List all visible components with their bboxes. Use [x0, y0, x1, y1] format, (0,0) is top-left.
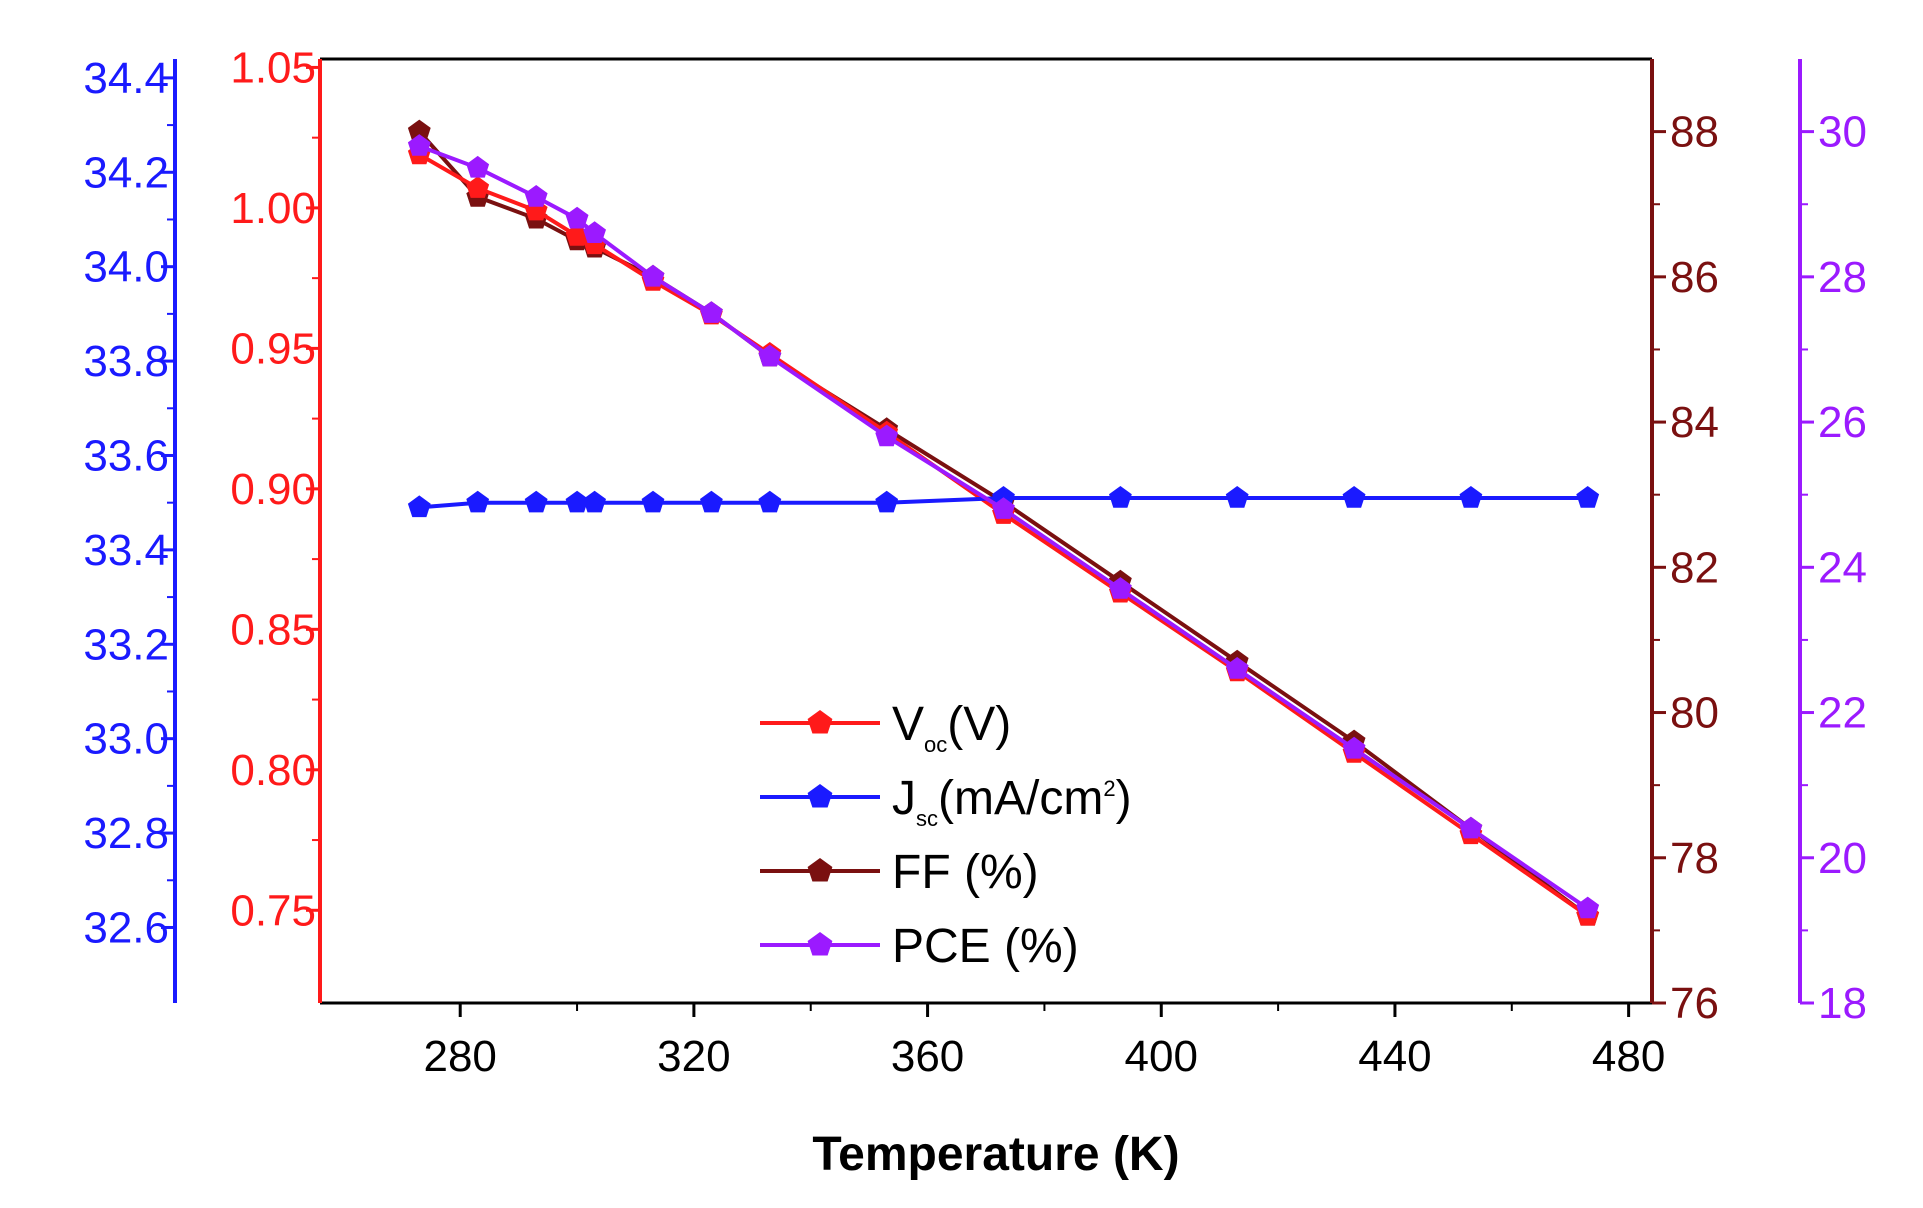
series-pce: [407, 134, 1600, 919]
data-point-pce: [466, 155, 490, 178]
data-point-pce: [407, 134, 431, 156]
jsc-tick-label: 34.2: [83, 148, 169, 197]
x-axis-label: Temperature (K): [812, 1128, 1179, 1181]
data-point-jsc: [1109, 486, 1132, 508]
pce-tick-label: 24: [1818, 543, 1867, 592]
legend-swatch-marker: [807, 858, 833, 882]
legend-item-pce: PCE (%): [760, 920, 1079, 973]
jsc-tick-label: 33.6: [83, 431, 169, 480]
data-point-jsc: [1342, 486, 1366, 508]
data-point-pce: [1109, 577, 1132, 599]
x-tick-label: 400: [1125, 1032, 1198, 1081]
data-point-jsc: [407, 495, 431, 518]
ff-axis: 76 78 80 82 84 86 88: [1650, 59, 1719, 1028]
pce-axis: 18 20 22 24 26 28 30: [1798, 59, 1867, 1028]
pce-tick-label: 30: [1818, 108, 1867, 157]
data-point-pce: [758, 344, 782, 367]
x-tick-label: 280: [423, 1032, 496, 1081]
data-point-jsc: [641, 490, 665, 513]
data-point-pce: [1576, 896, 1600, 919]
data-point-pce: [565, 206, 589, 229]
legend-item-ff: FF (%): [760, 846, 1039, 899]
data-point-jsc: [583, 490, 606, 513]
voc-tick-label: 0.85: [230, 605, 316, 654]
data-point-pce: [641, 264, 665, 287]
data-point-pce: [1342, 736, 1366, 759]
pce-tick-label: 26: [1818, 398, 1867, 447]
jsc-axis: 32.6 32.8 33.0 33.2 33.4 33.6 33.8 34.0 34.2 34.4: [83, 54, 177, 1003]
data-point-jsc: [1576, 486, 1600, 508]
data-point-jsc: [700, 490, 723, 513]
series-jsc: [407, 486, 1600, 518]
data-point-jsc: [758, 490, 782, 513]
ff-tick-label: 82: [1670, 543, 1719, 592]
data-point-pce: [524, 185, 548, 207]
data-point-voc: [565, 224, 589, 246]
ff-tick-label: 88: [1670, 108, 1719, 157]
ff-tick-label: 78: [1670, 834, 1719, 883]
voc-tick-label: 0.90: [230, 465, 316, 514]
legend-item-voc: Voc(V): [760, 698, 1011, 757]
jsc-tick-label: 33.8: [83, 337, 169, 386]
voc-tick-label: 0.95: [230, 324, 316, 373]
data-point-jsc: [565, 490, 589, 513]
legend-label: PCE (%): [892, 920, 1079, 973]
legend-swatch-marker: [807, 784, 833, 808]
voc-tick-label: 1.00: [230, 184, 316, 233]
data-point-jsc: [1225, 486, 1249, 508]
ff-tick-label: 86: [1670, 253, 1719, 302]
legend-label: FF (%): [892, 846, 1039, 899]
data-point-pce: [1459, 816, 1483, 839]
jsc-tick-label: 34.0: [83, 243, 169, 292]
voc-tick-label: 0.80: [230, 746, 316, 795]
voc-tick-label: 1.05: [230, 43, 316, 92]
jsc-tick-label: 33.2: [83, 620, 169, 669]
legend-swatch-marker: [807, 932, 833, 956]
data-point-voc: [466, 176, 490, 198]
legend-label: Jsc(mA/cm2): [892, 772, 1132, 831]
jsc-tick-label: 33.0: [83, 715, 169, 764]
pce-tick-label: 18: [1818, 979, 1867, 1028]
data-point-pce: [992, 497, 1015, 519]
data-point-pce: [875, 424, 899, 447]
data-point-jsc: [1459, 486, 1483, 508]
x-tick-label: 440: [1358, 1032, 1431, 1081]
pce-tick-label: 22: [1818, 689, 1867, 738]
x-tick-label: 360: [891, 1032, 964, 1081]
legend-item-jsc: Jsc(mA/cm2): [760, 772, 1132, 831]
data-point-ff: [407, 119, 431, 142]
voc-tick-label: 0.75: [230, 886, 316, 935]
ff-tick-label: 80: [1670, 689, 1719, 738]
pce-tick-label: 20: [1818, 834, 1867, 883]
x-tick-label: 320: [657, 1032, 730, 1081]
data-point-jsc: [875, 490, 899, 513]
jsc-tick-label: 32.8: [83, 809, 169, 858]
ff-tick-label: 84: [1670, 398, 1719, 447]
data-point-pce: [1225, 657, 1249, 679]
jsc-tick-label: 33.4: [83, 526, 169, 575]
x-tick-label: 480: [1592, 1032, 1665, 1081]
pce-tick-label: 28: [1818, 253, 1867, 302]
legend-label: Voc(V): [892, 698, 1011, 757]
ff-tick-label: 76: [1670, 979, 1719, 1028]
data-point-jsc: [466, 490, 490, 513]
data-point-pce: [583, 221, 606, 243]
voc-axis: 0.75 0.80 0.85 0.90 0.95 1.00 1.05: [230, 43, 322, 1003]
jsc-tick-label: 34.4: [83, 54, 169, 103]
data-point-jsc: [524, 490, 548, 513]
jsc-tick-label: 32.6: [83, 903, 169, 952]
legend-swatch-marker: [807, 710, 833, 734]
data-point-pce: [700, 301, 723, 323]
